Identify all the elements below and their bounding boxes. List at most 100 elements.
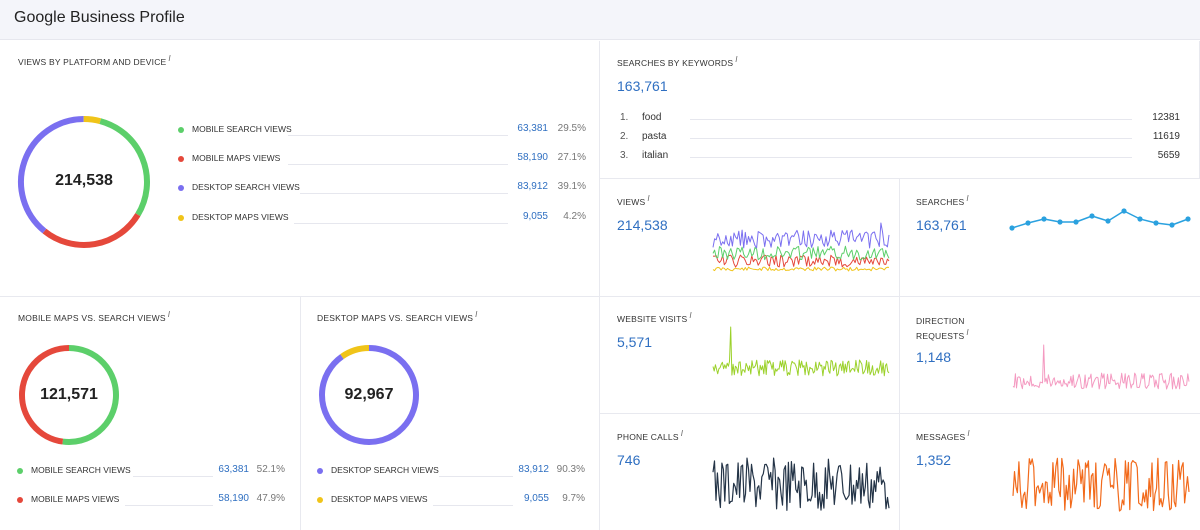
views-sparkline xyxy=(712,222,890,272)
legend-percent: 52.1% xyxy=(256,464,285,475)
donut-total: 214,538 xyxy=(55,172,113,189)
sparkline-point xyxy=(1169,222,1175,228)
card-title: VIEWS i xyxy=(617,194,650,207)
keyword-count: 11619 xyxy=(1152,131,1180,142)
sparkline-point xyxy=(1073,219,1079,225)
donut-total: 121,571 xyxy=(40,386,98,403)
legend-item: MOBILE MAPS VIEWS 58,190 47.9% xyxy=(17,493,289,507)
legend-label: DESKTOP MAPS VIEWS xyxy=(331,494,428,504)
info-icon[interactable]: i xyxy=(167,310,171,319)
legend-percent: 4.2% xyxy=(563,211,586,222)
card-title: DIRECTION REQUESTS i xyxy=(916,314,969,344)
card-title-text: WEBSITE VISITS xyxy=(617,314,688,324)
donut-segment xyxy=(340,345,370,360)
legend-value: 9,055 xyxy=(523,493,549,504)
legend-label: DESKTOP MAPS VIEWS xyxy=(192,212,289,222)
leader-line xyxy=(133,476,213,477)
legend-percent: 9.7% xyxy=(562,493,585,504)
sparkline-series xyxy=(712,266,890,272)
legend-value: 58,190 xyxy=(218,493,249,504)
sparkline-series xyxy=(712,245,890,261)
searches-sparkline xyxy=(1009,208,1191,231)
leader-line xyxy=(288,135,508,136)
searches-by-keywords-card: SEARCHES BY KEYWORDS i 163,761 1. food 12… xyxy=(600,41,1200,179)
sparkline-point xyxy=(1121,208,1127,214)
legend-dot xyxy=(17,468,23,474)
sparkline-point xyxy=(1137,216,1143,222)
legend-percent: 39.1% xyxy=(557,181,586,192)
legend-percent: 90.3% xyxy=(556,464,585,475)
legend-dot xyxy=(317,497,323,503)
donut-segment xyxy=(62,345,119,445)
info-icon[interactable]: i xyxy=(966,328,969,337)
card-title: VIEWS BY PLATFORM AND DEVICE i xyxy=(18,54,171,67)
info-icon[interactable]: i xyxy=(689,311,692,320)
card-title-text: VIEWS BY PLATFORM AND DEVICE xyxy=(18,57,167,67)
direction-requests-card: DIRECTION REQUESTS i 1,148 xyxy=(900,297,1200,414)
sparkline-series xyxy=(712,326,890,377)
legend-label: MOBILE SEARCH VIEWS xyxy=(31,465,131,475)
legend-item: DESKTOP SEARCH VIEWS 83,912 90.3% xyxy=(317,464,589,478)
direction-requests-value: 1,148 xyxy=(916,349,952,365)
leader-line xyxy=(294,223,508,224)
keyword-row: 1. food 12381 xyxy=(620,111,1180,127)
messages-value: 1,352 xyxy=(916,452,952,468)
card-title-text: MESSAGES xyxy=(916,432,966,442)
card-title: MOBILE MAPS VS. SEARCH VIEWS i xyxy=(18,310,171,323)
donut-total: 92,967 xyxy=(344,386,394,403)
keyword-term: food xyxy=(642,112,662,123)
info-icon[interactable]: i xyxy=(735,55,738,64)
sparkline-point xyxy=(1025,220,1031,226)
page-header: Google Business Profile xyxy=(0,0,1200,40)
legend-item: DESKTOP MAPS VIEWS 9,055 4.2% xyxy=(178,211,588,225)
legend-item: MOBILE SEARCH VIEWS 63,381 52.1% xyxy=(17,464,289,478)
info-icon[interactable]: i xyxy=(680,429,684,438)
mobile-maps-vs-search-card: MOBILE MAPS VS. SEARCH VIEWS i 121,571 MO… xyxy=(0,297,301,530)
sparkline-series xyxy=(1012,457,1190,512)
legend-value: 83,912 xyxy=(517,181,548,192)
platform-donut-chart xyxy=(18,116,150,248)
card-title: DESKTOP MAPS VS. SEARCH VIEWS i xyxy=(317,310,478,323)
sparkline-point xyxy=(1041,216,1047,222)
leader-line xyxy=(690,157,1132,158)
info-icon[interactable]: i xyxy=(966,194,969,203)
card-title-text: DIRECTION xyxy=(916,316,965,326)
legend-value: 9,055 xyxy=(522,211,548,222)
website-visits-sparkline xyxy=(712,326,890,377)
direction-requests-sparkline xyxy=(1012,344,1190,390)
keyword-rank: 3. xyxy=(620,150,629,161)
keyword-row: 2. pasta 11619 xyxy=(620,130,1180,146)
legend-dot xyxy=(178,156,184,162)
info-icon[interactable]: i xyxy=(168,54,171,63)
legend-dot xyxy=(178,185,184,191)
card-title-text: SEARCHES xyxy=(916,197,965,207)
donut-segment xyxy=(42,213,141,248)
views-value: 214,538 xyxy=(617,217,668,233)
phone-calls-sparkline xyxy=(712,457,890,512)
legend-dot xyxy=(178,215,184,221)
legend-label: MOBILE MAPS VIEWS xyxy=(192,153,281,163)
card-title-text: VIEWS xyxy=(617,197,646,207)
searches-card: SEARCHES i 163,761 xyxy=(900,179,1200,297)
legend-dot xyxy=(178,127,184,133)
info-icon[interactable]: i xyxy=(647,194,650,203)
card-title-text: SEARCHES BY KEYWORDS xyxy=(617,58,734,68)
info-icon[interactable]: i xyxy=(967,429,970,438)
keyword-rank: 1. xyxy=(620,112,629,123)
donut-segment xyxy=(83,116,101,125)
keyword-term: italian xyxy=(642,150,669,161)
legend-item: MOBILE SEARCH VIEWS 63,381 29.5% xyxy=(178,123,588,137)
sparkline-series xyxy=(712,222,890,249)
desktop-donut-chart xyxy=(319,345,419,445)
legend-label: DESKTOP SEARCH VIEWS xyxy=(192,182,300,192)
leader-line xyxy=(433,505,513,506)
desktop-maps-vs-search-card: DESKTOP MAPS VS. SEARCH VIEWS i 92,967 DE… xyxy=(301,297,600,530)
info-icon[interactable]: i xyxy=(475,310,478,319)
website-visits-card: WEBSITE VISITS i 5,571 xyxy=(600,297,900,414)
legend-item: MOBILE MAPS VIEWS 58,190 27.1% xyxy=(178,152,588,166)
sparkline-point xyxy=(1089,213,1095,219)
keyword-row: 3. italian 5659 xyxy=(620,149,1180,165)
sparkline-point xyxy=(1009,225,1015,231)
views-by-platform-card: VIEWS BY PLATFORM AND DEVICE i 214,538 MO… xyxy=(0,41,600,297)
card-title: SEARCHES BY KEYWORDS i xyxy=(617,55,738,68)
